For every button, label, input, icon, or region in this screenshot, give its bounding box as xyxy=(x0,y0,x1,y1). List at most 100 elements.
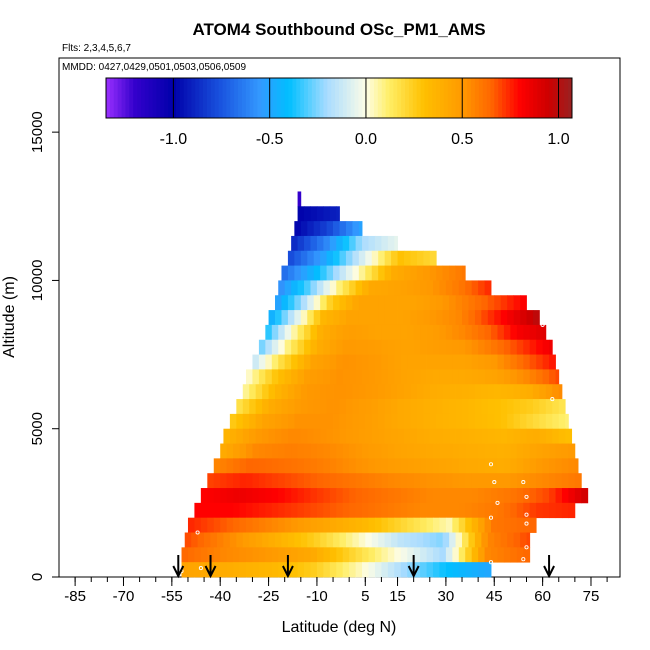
heatmap-cell xyxy=(452,547,460,563)
heatmap-cell xyxy=(278,473,286,489)
heatmap-cell xyxy=(213,473,221,489)
heatmap-cell xyxy=(433,502,440,519)
heatmap-cell xyxy=(300,399,308,415)
colorbar-segment xyxy=(304,78,309,118)
heatmap-cell xyxy=(445,339,453,355)
heatmap-cell xyxy=(210,532,218,548)
heatmap-cell xyxy=(403,399,411,415)
heatmap-cell xyxy=(400,280,408,296)
heatmap-cell xyxy=(394,473,402,489)
heatmap-cell xyxy=(349,502,357,519)
heatmap-cell xyxy=(313,221,321,237)
heatmap-cell xyxy=(291,488,298,504)
heatmap-cell xyxy=(423,428,431,444)
colorbar-segment xyxy=(447,78,453,118)
heatmap-cell xyxy=(291,339,298,355)
heatmap-cell xyxy=(358,399,366,415)
heatmap-cell xyxy=(452,517,460,533)
heatmap-cell xyxy=(478,488,485,504)
heatmap-cell xyxy=(310,547,318,563)
heatmap-cell xyxy=(310,458,318,474)
heatmap-cell xyxy=(265,502,273,519)
heatmap-cell xyxy=(358,221,363,237)
heatmap-cell xyxy=(400,517,408,533)
heatmap-cell xyxy=(487,295,495,311)
heatmap-cell xyxy=(307,250,315,266)
heatmap-cell xyxy=(465,354,473,370)
heatmap-cell xyxy=(503,458,511,474)
heatmap-cell xyxy=(362,473,369,489)
heatmap-cell xyxy=(455,413,463,430)
colorbar-segment xyxy=(463,78,468,118)
heatmap-cell xyxy=(187,562,195,578)
heatmap-cell xyxy=(246,517,253,533)
heatmap-cell xyxy=(281,428,289,444)
heatmap-cell xyxy=(468,532,476,548)
heatmap-cell xyxy=(500,384,508,400)
heatmap-cell xyxy=(313,310,321,326)
heatmap-cell xyxy=(258,517,266,533)
heatmap-cell xyxy=(542,369,550,385)
heatmap-cell xyxy=(394,502,402,519)
heatmap-cell xyxy=(275,428,282,444)
heatmap-cell xyxy=(320,310,328,326)
heatmap-cell xyxy=(368,488,376,504)
heatmap-cell xyxy=(304,517,311,533)
heatmap-cell xyxy=(368,235,376,252)
heatmap-cell xyxy=(310,235,318,252)
colorbar-segment xyxy=(226,78,231,118)
heatmap-cell xyxy=(536,324,544,341)
heatmap-cell xyxy=(316,280,324,296)
heatmap-cell xyxy=(410,532,418,548)
heatmap-cell xyxy=(516,354,524,370)
colorbar-tick-label: -0.5 xyxy=(256,131,284,148)
colorbar-segment xyxy=(284,78,289,118)
heatmap-cell xyxy=(403,265,411,281)
heatmap-cell xyxy=(394,443,402,459)
heatmap-cell xyxy=(381,280,389,296)
heatmap-cell xyxy=(329,517,337,533)
heatmap-cell xyxy=(352,413,360,430)
x-tick-label: -40 xyxy=(209,588,231,605)
heatmap-cell xyxy=(291,324,298,341)
colorbar-segment xyxy=(505,78,511,118)
heatmap-cell xyxy=(397,250,405,266)
heatmap-cell xyxy=(484,547,492,563)
heatmap-cell xyxy=(333,221,340,237)
heatmap-cell xyxy=(226,488,234,504)
heatmap-cell xyxy=(239,502,247,519)
heatmap-cell xyxy=(378,384,386,400)
sample-marker xyxy=(492,480,497,485)
heatmap-cell xyxy=(529,339,537,355)
heatmap-cell xyxy=(342,547,350,563)
heatmap-cell xyxy=(497,458,505,474)
heatmap-cell xyxy=(426,547,434,563)
heatmap-cell xyxy=(316,443,324,459)
heatmap-cell xyxy=(233,547,240,563)
colorbar-segment xyxy=(253,78,258,118)
heatmap-cell xyxy=(378,295,386,311)
heatmap-cell xyxy=(362,280,369,296)
heatmap-cell xyxy=(455,295,463,311)
heatmap-cell xyxy=(413,354,421,370)
colorbar-segment xyxy=(183,78,188,118)
heatmap-cell xyxy=(458,369,466,385)
colorbar-segment xyxy=(436,78,441,118)
heatmap-cell xyxy=(442,265,450,281)
heatmap-cell xyxy=(471,502,479,519)
colorbar-segment xyxy=(222,78,227,118)
heatmap-cell xyxy=(526,413,534,430)
heatmap-cell xyxy=(510,443,518,459)
heatmap-cell xyxy=(381,502,389,519)
colorbar-segment xyxy=(366,78,371,118)
heatmap-cell xyxy=(445,280,453,296)
heatmap-cell xyxy=(307,413,315,430)
heatmap-cell xyxy=(287,532,295,548)
heatmap-cell xyxy=(523,324,531,341)
heatmap-cell xyxy=(542,443,550,459)
heatmap-cell xyxy=(252,369,260,385)
heatmap-cell xyxy=(281,384,289,400)
heatmap-cell xyxy=(304,235,311,252)
heatmap-cell xyxy=(213,502,221,519)
heatmap-cell xyxy=(487,428,495,444)
